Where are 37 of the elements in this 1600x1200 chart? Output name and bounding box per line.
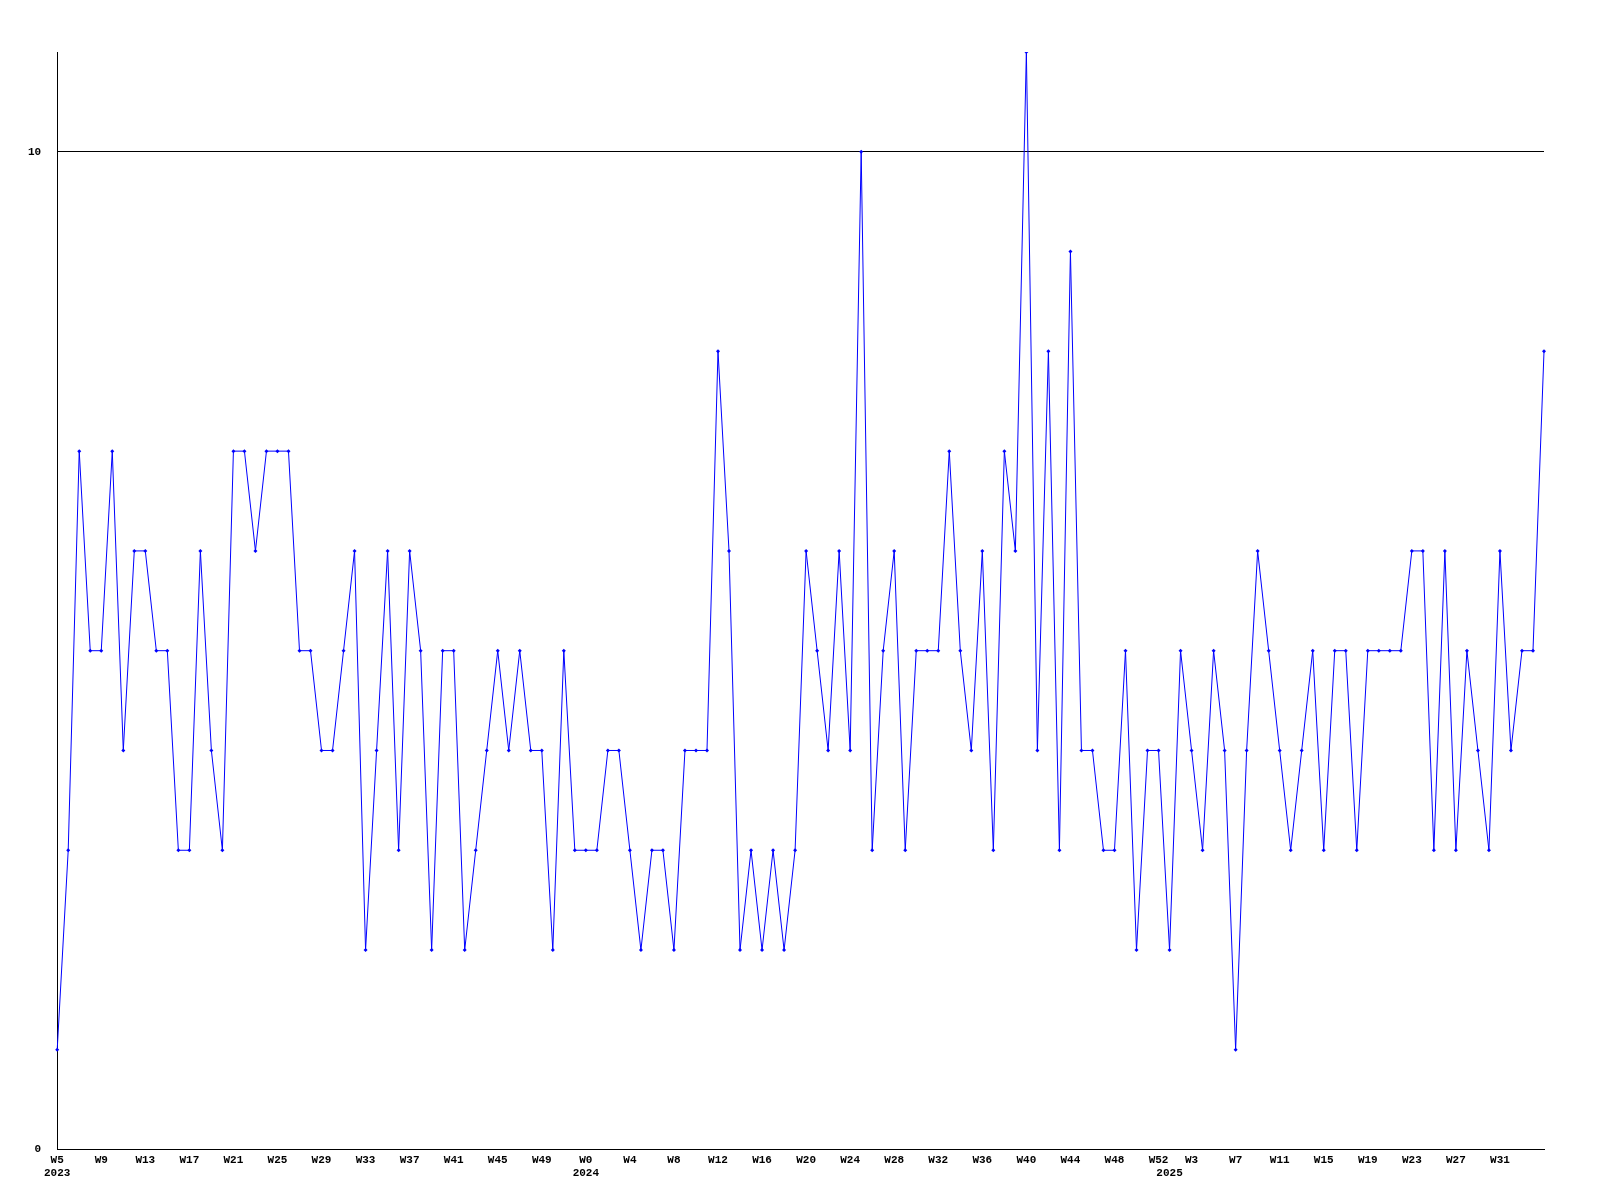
x-tick-label: W31 xyxy=(1490,1153,1511,1166)
x-tick-label: W28 xyxy=(884,1153,905,1166)
x-tick-label: W11 xyxy=(1269,1153,1290,1166)
x-tick-label: W23 xyxy=(1401,1153,1423,1166)
x-tick-label: W5 2023 xyxy=(44,1153,71,1180)
x-tick-label: W20 xyxy=(796,1153,817,1166)
x-tick-label: W16 xyxy=(752,1153,772,1166)
x-tick-label: W45 xyxy=(487,1153,509,1166)
x-tick-label: W13 xyxy=(135,1153,156,1166)
x-tick-label: W4 xyxy=(623,1153,637,1166)
x-tick-label: W25 xyxy=(267,1153,288,1166)
x-tick-label: W40 xyxy=(1016,1153,1037,1166)
x-tick-label: W24 xyxy=(840,1153,861,1166)
x-tick-label: W32 xyxy=(928,1153,949,1166)
x-tick-label: W3 xyxy=(1184,1153,1199,1166)
x-tick-label: W48 xyxy=(1104,1153,1125,1166)
x-tick-label: W9 xyxy=(94,1153,108,1166)
x-tick-label: W41 xyxy=(443,1153,464,1166)
x-tick-label: W8 xyxy=(667,1153,681,1166)
x-tick-label: W0 2024 xyxy=(572,1153,600,1180)
x-tick-label: W17 xyxy=(179,1153,200,1166)
x-tick-label: W29 xyxy=(311,1153,332,1166)
x-tick-label: W19 xyxy=(1357,1153,1378,1166)
y-tick-label: 10 xyxy=(28,145,42,158)
x-tick-label: W15 xyxy=(1313,1153,1335,1166)
x-tick-label: W37 xyxy=(399,1153,420,1166)
x-tick-label: W44 xyxy=(1060,1153,1081,1166)
x-tick-label: W49 xyxy=(531,1153,552,1166)
x-tick-label: W21 xyxy=(223,1153,244,1166)
x-tick-label: W33 xyxy=(355,1153,376,1166)
x-tick-label: W36 xyxy=(972,1153,993,1166)
x-tick-label: W52 xyxy=(1148,1153,1169,1166)
x-tick-label: W7 xyxy=(1229,1153,1243,1166)
x-tick-label: W12 xyxy=(708,1153,728,1166)
x-tick-label: W27 xyxy=(1445,1153,1466,1166)
x-tick-label: 2025 xyxy=(1156,1167,1184,1180)
y-tick-label: 0 xyxy=(34,1143,42,1156)
